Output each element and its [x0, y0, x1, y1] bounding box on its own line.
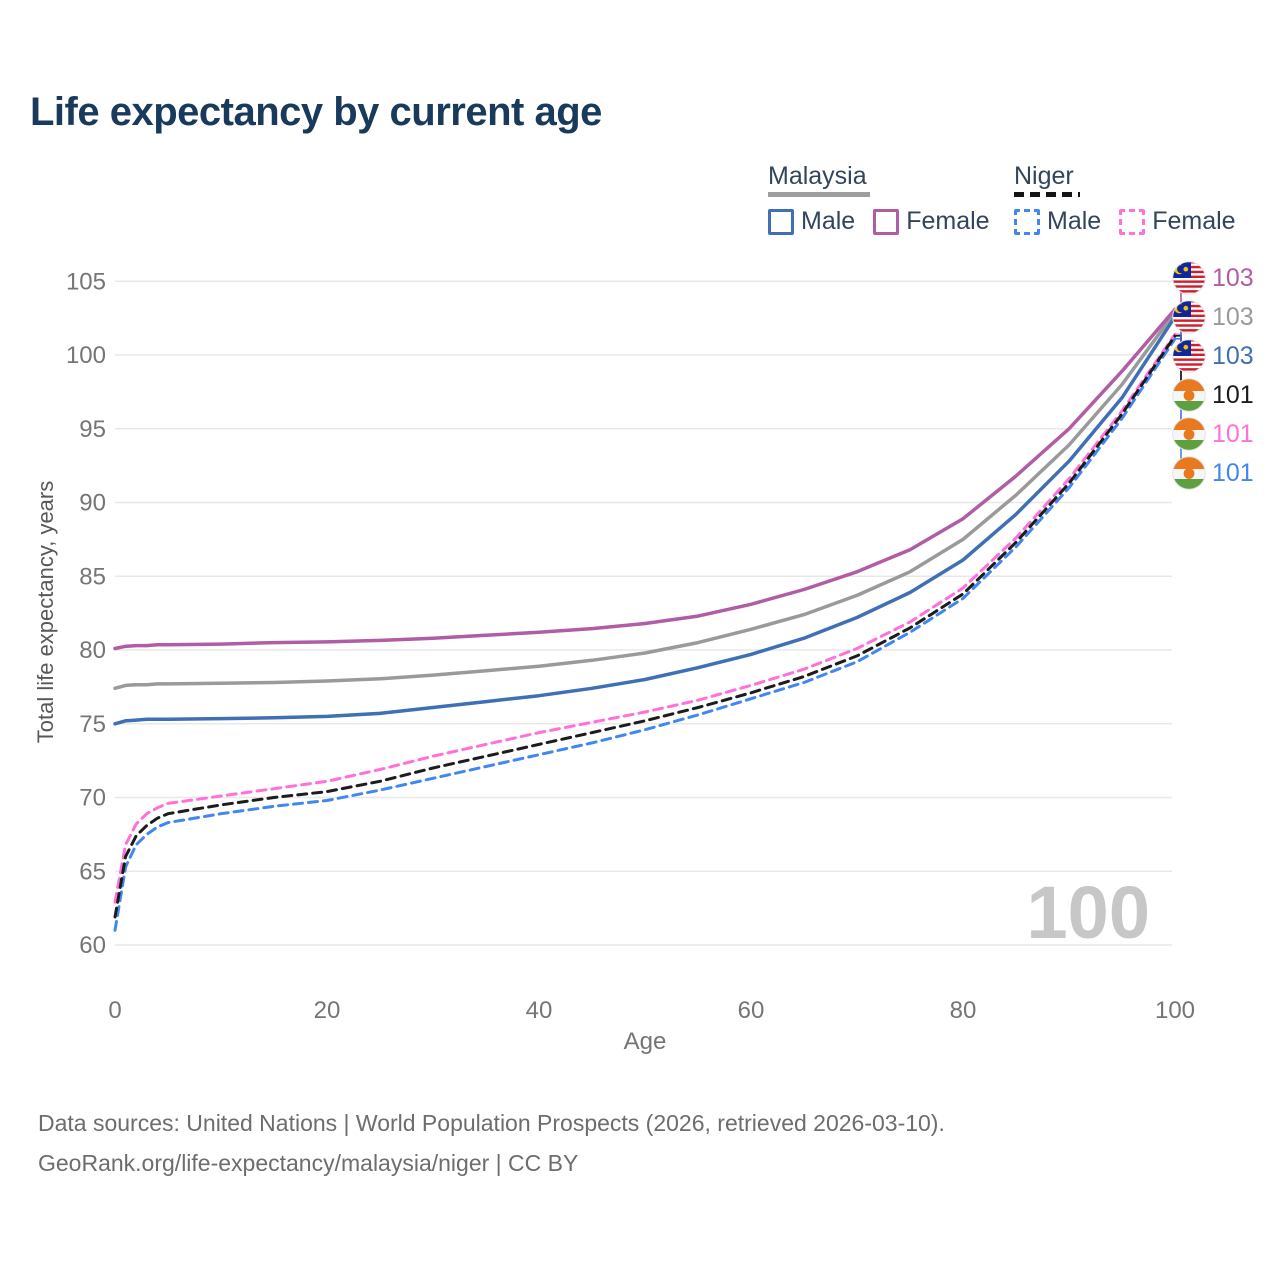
svg-text:100: 100 [66, 342, 106, 369]
chart-line-niger[interactable] [113, 334, 1177, 919]
malaysia-flag-icon [1172, 339, 1206, 373]
chart-line-malaysia[interactable] [113, 310, 1177, 691]
svg-text:90: 90 [79, 490, 106, 517]
y-tick-labels: 60 65 70 75 80 85 90 95 100 105 [66, 268, 106, 959]
gridlines [115, 280, 1172, 946]
data-sources-text: Data sources: United Nations | World Pop… [38, 1110, 945, 1136]
legend-group-niger: Niger Male Female [1014, 163, 1254, 236]
svg-text:105: 105 [66, 268, 106, 295]
svg-text:80: 80 [950, 997, 977, 1024]
attribution-link[interactable]: GeoRank.org/life-expectancy/malaysia/nig… [38, 1150, 579, 1176]
end-label-malaysia-female: 103 [1172, 261, 1254, 295]
end-label-malaysia-male: 103 [1172, 339, 1254, 373]
end-value: 101 [1212, 380, 1254, 409]
legend-checkbox-niger-male[interactable] [1014, 208, 1040, 235]
legend-label-niger-male[interactable]: Male [1047, 207, 1102, 235]
legend-checkbox-niger-female[interactable] [1119, 208, 1146, 235]
x-axis-title: Age [623, 1028, 667, 1055]
niger-flag-icon [1172, 378, 1206, 412]
y-axis-title: Total life expectancy, years [33, 480, 58, 744]
svg-text:65: 65 [79, 858, 106, 885]
end-value: 103 [1212, 263, 1254, 292]
svg-text:0: 0 [108, 997, 121, 1024]
svg-text:60: 60 [738, 997, 765, 1024]
end-label-niger-female: 101 [1172, 417, 1254, 451]
niger-line-style-swatch [1014, 192, 1080, 197]
end-value: 103 [1212, 341, 1254, 370]
svg-text:70: 70 [79, 785, 106, 812]
svg-text:100: 100 [1155, 997, 1195, 1024]
malaysia-line-style-swatch [768, 192, 870, 197]
legend-label-niger-female[interactable]: Female [1152, 207, 1236, 235]
end-label-malaysia-both: 103 [1172, 300, 1254, 334]
svg-text:40: 40 [526, 997, 553, 1024]
svg-text:20: 20 [314, 997, 341, 1024]
svg-text:60: 60 [79, 932, 106, 959]
svg-text:85: 85 [79, 563, 106, 590]
end-value: 101 [1212, 419, 1254, 448]
x-tick-labels: 0 20 40 60 80 100 [108, 997, 1195, 1024]
malaysia-flag-icon [1172, 300, 1206, 334]
age-watermark: 100 [1027, 871, 1150, 954]
end-label-niger-male: 101 [1172, 456, 1254, 490]
chart-line-niger-male[interactable] [113, 337, 1177, 932]
svg-text:80: 80 [79, 637, 106, 664]
legend-country-malaysia[interactable]: Malaysia [768, 162, 867, 190]
legend-group-malaysia: Malaysia Male Female [768, 163, 1008, 236]
end-value: 101 [1212, 458, 1254, 487]
svg-text:75: 75 [79, 711, 106, 738]
malaysia-flag-icon [1172, 261, 1206, 295]
chart-line-niger-female[interactable] [113, 332, 1177, 904]
chart-line-malaysia-female[interactable] [113, 307, 1177, 651]
end-label-niger-both: 101 [1172, 378, 1254, 412]
legend-label-malaysia-female[interactable]: Female [906, 207, 990, 235]
svg-text:95: 95 [79, 416, 106, 443]
legend-label-malaysia-male[interactable]: Male [801, 207, 856, 235]
niger-flag-icon [1172, 456, 1206, 490]
legend-country-niger[interactable]: Niger [1014, 162, 1074, 190]
end-value: 103 [1212, 302, 1254, 331]
page-title: Life expectancy by current age [30, 90, 602, 134]
chart-line-malaysia-male[interactable] [113, 314, 1177, 726]
legend-checkbox-malaysia-female[interactable] [873, 208, 900, 235]
niger-flag-icon [1172, 417, 1206, 451]
legend-checkbox-malaysia-male[interactable] [768, 208, 794, 235]
